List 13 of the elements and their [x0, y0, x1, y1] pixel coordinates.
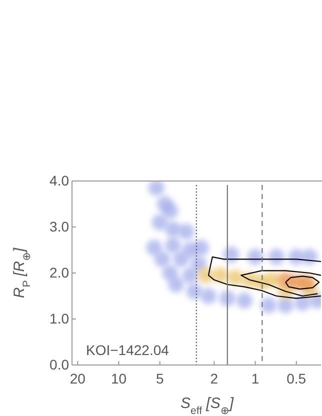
x-tick-label: 5 — [156, 370, 164, 386]
annotation: KOI−1422.04 — [86, 342, 170, 358]
y-tick-label: 0.0 — [50, 356, 70, 372]
y-tick-label: 2.0 — [50, 264, 70, 280]
y-tick-label: 3.0 — [50, 218, 70, 234]
x-tick-label: 2 — [210, 370, 218, 386]
y-tick-label: 4.0 — [50, 172, 70, 188]
x-tick-label: 1 — [251, 370, 260, 386]
y-tick-label: 1.0 — [50, 310, 70, 326]
x-axis-title: S$_{eff}$ [S$_{⊕}$] — [180, 395, 234, 416]
x-tick-label: 20 — [70, 370, 86, 386]
x-tick-label: 10 — [110, 370, 127, 386]
x-tick-label: 0.5 — [286, 370, 306, 386]
